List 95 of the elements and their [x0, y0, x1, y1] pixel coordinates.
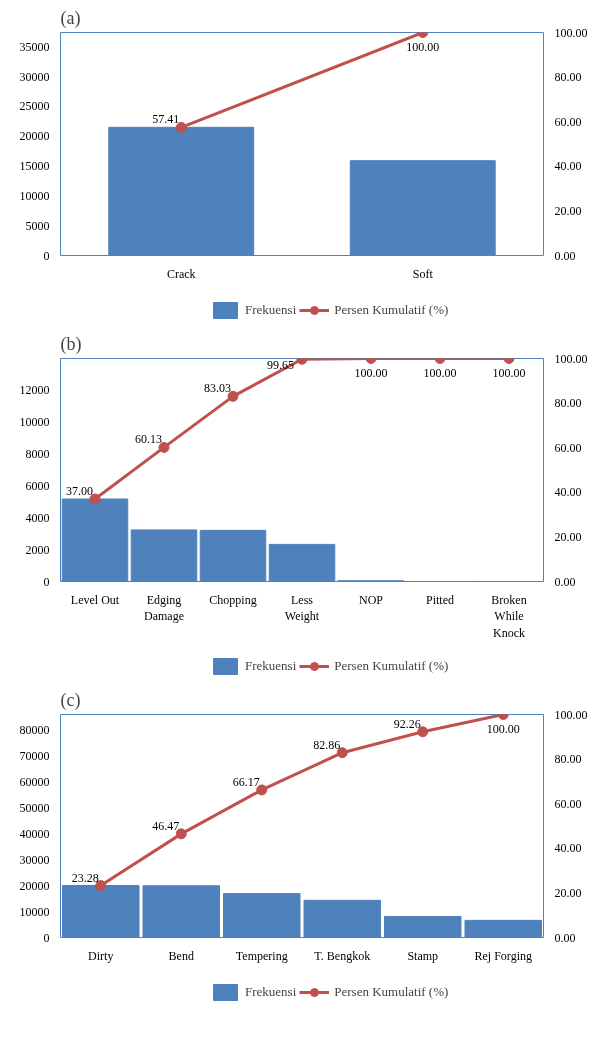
data-label: 92.26 [393, 716, 421, 731]
y2-tick-label: 40.00 [554, 841, 582, 856]
y-tick-label: 5000 [25, 218, 50, 233]
y-tick-label: 20000 [19, 129, 50, 144]
y-tick-label: 4000 [25, 510, 50, 525]
data-label: 46.47 [152, 818, 180, 833]
point [227, 390, 239, 402]
y-tick-label: 12000 [19, 383, 50, 398]
legend-label: Frekuensi [245, 302, 297, 318]
y-tick-label: 25000 [19, 99, 50, 114]
y-tick-label: 0 [43, 930, 50, 945]
y-tick-label: 80000 [19, 722, 50, 737]
y-tick-label: 6000 [25, 478, 50, 493]
bar [384, 915, 462, 938]
y-tick-label: 15000 [19, 159, 50, 174]
y2-tick-label: 60.00 [554, 114, 582, 129]
x-tick-label: T. Bengkok [314, 948, 371, 963]
bar [142, 885, 220, 938]
point [158, 441, 170, 453]
y-tick-label: 8000 [25, 447, 50, 462]
data-label: 82.86 [313, 737, 341, 752]
y2-tick-label: 100.00 [554, 25, 588, 40]
y-tick-label: 10000 [19, 904, 50, 919]
y2-tick-label: 80.00 [554, 70, 582, 85]
y2-tick-label: 80.00 [554, 396, 582, 411]
y2-tick-label: 40.00 [554, 485, 582, 500]
y2-tick-label: 0.00 [554, 574, 576, 589]
data-label: 37.00 [66, 483, 93, 498]
legend-label: Persen Kumulatif (%) [334, 984, 449, 1000]
y-tick-label: 0 [43, 248, 50, 263]
y-tick-label: 50000 [19, 800, 50, 815]
legend-label: Frekuensi [245, 984, 297, 1000]
y-tick-label: 0 [43, 574, 50, 589]
x-tick-label: Edging Damage [144, 592, 184, 624]
data-label: 57.41 [152, 112, 180, 127]
x-tick-label: Bend [168, 948, 194, 963]
x-tick-label: Pitted [426, 592, 455, 607]
y-tick-label: 10000 [19, 415, 50, 430]
point [417, 726, 429, 738]
y-tick-label: 40000 [19, 826, 50, 841]
data-label: 23.28 [71, 870, 99, 885]
y-tick-label: 70000 [19, 748, 50, 763]
point [89, 493, 101, 505]
data-label: 83.03 [204, 381, 231, 396]
y-tick-label: 30000 [19, 852, 50, 867]
y2-tick-label: 20.00 [554, 885, 582, 900]
data-label: 100.00 [423, 365, 457, 380]
y2-tick-label: 20.00 [554, 203, 582, 218]
chart-title: (b) [60, 333, 82, 355]
legend-label: Persen Kumulatif (%) [334, 302, 449, 318]
data-label: 100.00 [406, 39, 440, 54]
data-label: 100.00 [486, 721, 520, 736]
x-tick-label: Rej Forging [474, 948, 532, 963]
point [256, 784, 268, 796]
y-tick-label: 20000 [19, 878, 50, 893]
legend-label: Persen Kumulatif (%) [334, 658, 449, 674]
data-label: 100.00 [354, 365, 388, 380]
x-tick-label: Chopping [209, 592, 257, 607]
x-tick-label: Less Weight [284, 592, 320, 624]
bar [303, 899, 381, 938]
bar [199, 529, 267, 582]
x-tick-label: Soft [412, 266, 434, 281]
y2-tick-label: 60.00 [554, 796, 582, 811]
y2-tick-label: 0.00 [554, 930, 576, 945]
x-tick-label: Level Out [70, 592, 120, 607]
x-tick-label: Tempering [235, 948, 288, 963]
y2-tick-label: 40.00 [554, 159, 582, 174]
y-tick-label: 60000 [19, 774, 50, 789]
x-tick-label: NOP [359, 592, 384, 607]
legend-label: Frekuensi [245, 658, 297, 674]
y-tick-label: 35000 [19, 39, 50, 54]
data-label: 100.00 [492, 365, 526, 380]
y-tick-label: 2000 [25, 542, 50, 557]
y-tick-label: 10000 [19, 188, 50, 203]
point [175, 828, 187, 840]
data-label: 66.17 [232, 774, 260, 789]
y2-tick-label: 100.00 [554, 707, 588, 722]
point [336, 747, 348, 759]
y2-tick-label: 100.00 [554, 351, 588, 366]
chart-title: (a) [60, 7, 81, 29]
point [95, 880, 107, 892]
x-tick-label: Dirty [88, 948, 114, 963]
y2-tick-label: 60.00 [554, 440, 582, 455]
y2-tick-label: 0.00 [554, 248, 576, 263]
data-label: 60.13 [135, 432, 162, 447]
bar [130, 529, 198, 582]
chart-title: (c) [60, 689, 81, 711]
y2-tick-label: 80.00 [554, 752, 582, 767]
x-tick-label: Crack [166, 266, 196, 281]
bar [223, 893, 301, 938]
bar [268, 543, 336, 582]
x-tick-label: Stamp [407, 948, 439, 963]
y-tick-label: 30000 [19, 69, 50, 84]
y2-tick-label: 20.00 [554, 529, 582, 544]
x-tick-label: Broken While Knock [491, 592, 527, 641]
